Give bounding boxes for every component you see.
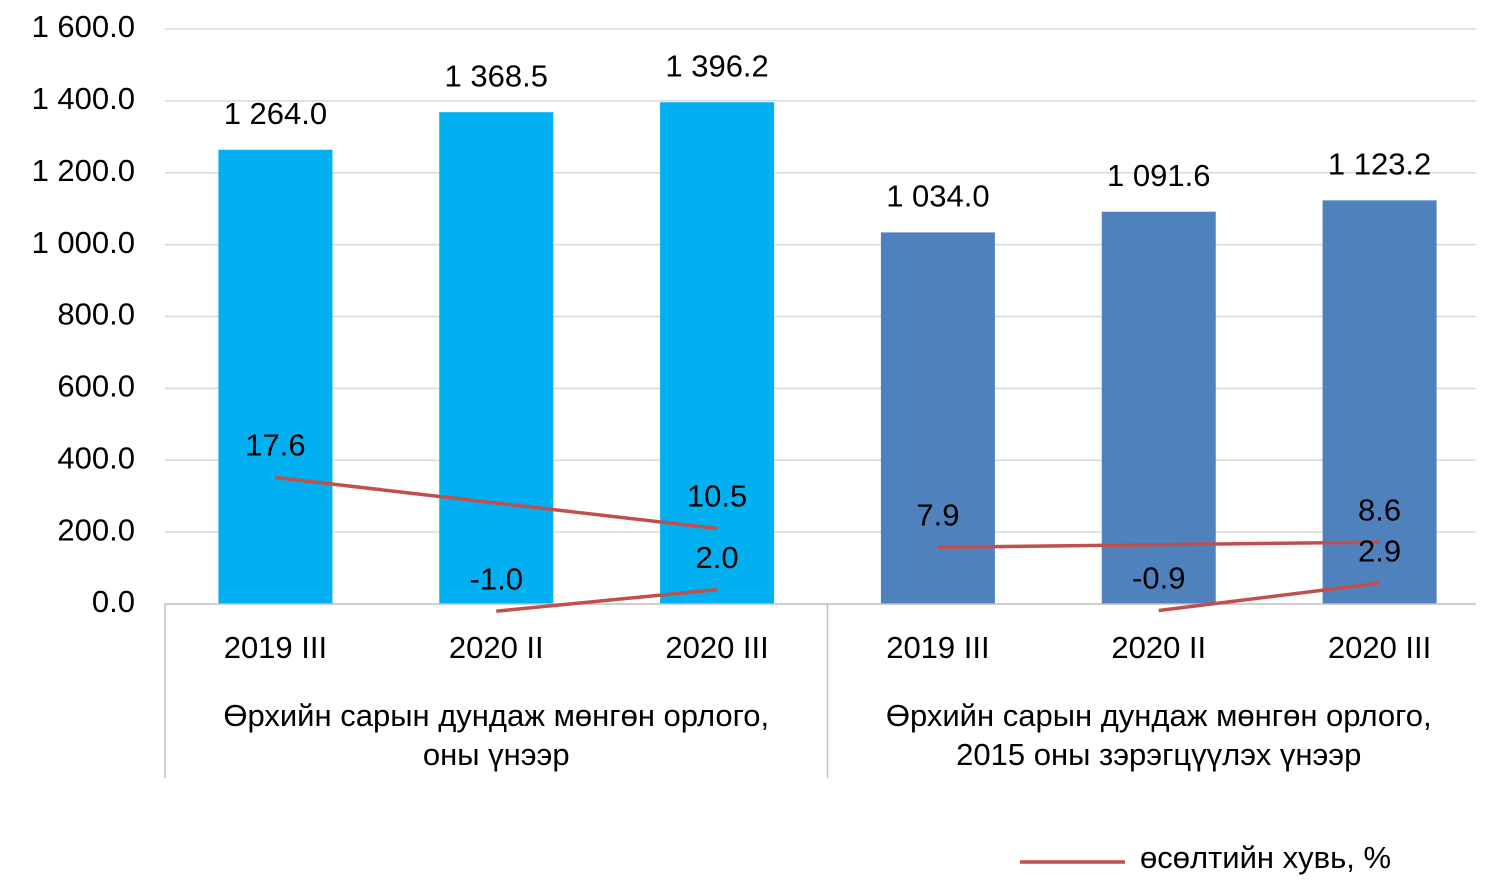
y-tick-label: 800.0	[57, 297, 135, 332]
x-tick-label: 2019 III	[224, 630, 327, 665]
group-label: Өрхийн сарын дундаж мөнгөн орлого,	[886, 698, 1432, 733]
line-value-label: 10.5	[687, 479, 747, 514]
y-tick-label: 600.0	[57, 369, 135, 404]
bar	[218, 149, 333, 604]
bar-value-label: 1 091.6	[1107, 158, 1210, 193]
x-tick-label: 2020 III	[1328, 630, 1431, 665]
line-value-label: 7.9	[916, 497, 959, 532]
x-tick-label: 2020 III	[665, 630, 768, 665]
bar	[660, 102, 775, 604]
line-value-label: 8.6	[1358, 492, 1401, 527]
bar-value-label: 1 368.5	[445, 58, 548, 93]
y-tick-label: 0.0	[92, 584, 135, 619]
y-tick-label: 1 000.0	[32, 225, 135, 260]
x-tick-label: 2020 II	[449, 630, 544, 665]
group-label: Өрхийн сарын дундаж мөнгөн орлого,	[223, 698, 769, 733]
bar	[1322, 200, 1437, 604]
bar-value-label: 1 396.2	[665, 48, 768, 83]
growth-line	[275, 475, 718, 531]
y-tick-label: 400.0	[57, 440, 135, 475]
growth-line	[937, 540, 1380, 549]
y-tick-label: 200.0	[57, 512, 135, 547]
group-label: 2015 оны зэрэгцүүлэх үнээр	[956, 737, 1361, 772]
bar	[880, 232, 995, 604]
bar	[1101, 211, 1216, 605]
bar-value-label: 1 123.2	[1328, 147, 1431, 182]
x-tick-label: 2020 II	[1111, 630, 1206, 665]
growth-line	[1158, 581, 1380, 613]
line-value-label: 17.6	[245, 428, 305, 463]
bar	[439, 112, 554, 604]
line-value-label: -0.9	[1132, 561, 1185, 596]
legend-label: өсөлтийн хувь, %	[1140, 840, 1391, 875]
line-value-label: 2.0	[696, 540, 739, 575]
bar-value-label: 1 264.0	[224, 96, 327, 131]
y-tick-label: 1 400.0	[32, 81, 135, 116]
group-label: оны үнээр	[423, 737, 570, 772]
line-value-label: 2.9	[1358, 533, 1401, 568]
growth-line	[496, 587, 718, 613]
y-tick-label: 1 600.0	[32, 9, 135, 44]
bar-value-label: 1 034.0	[886, 179, 989, 214]
x-tick-label: 2019 III	[886, 630, 989, 665]
line-value-label: -1.0	[470, 561, 523, 596]
y-tick-label: 1 200.0	[32, 153, 135, 188]
